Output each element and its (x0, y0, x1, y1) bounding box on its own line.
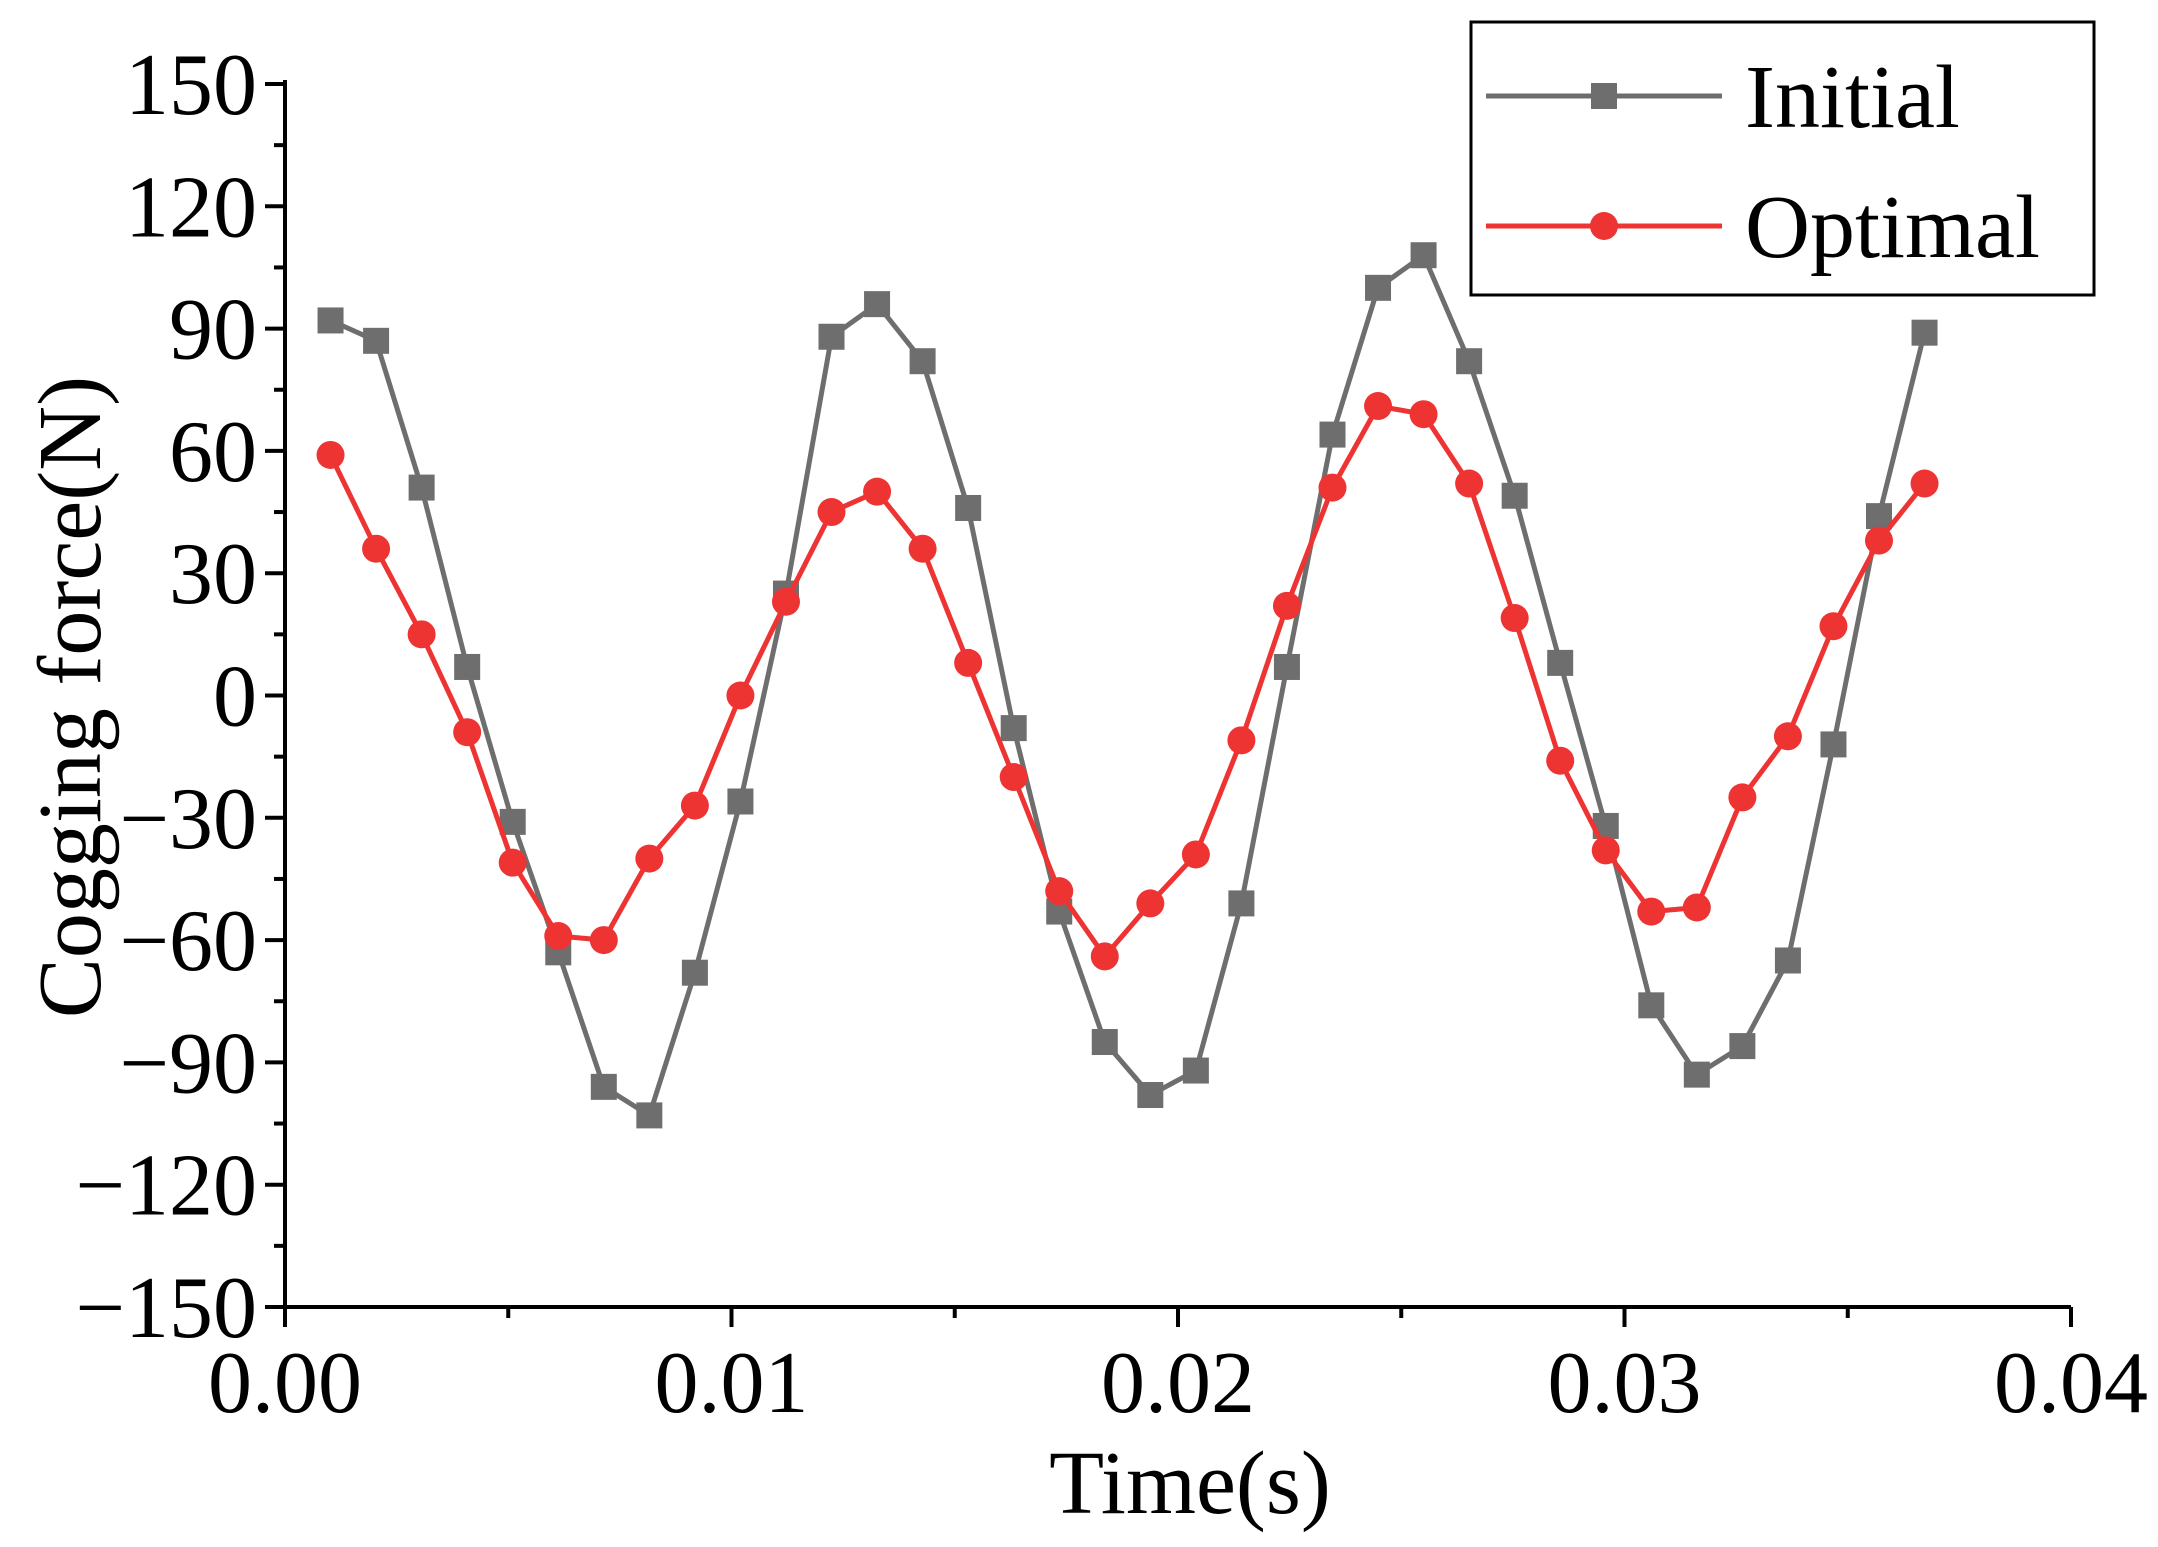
data-point-optimal (1500, 604, 1529, 633)
data-point-initial (454, 653, 481, 680)
series-layer (316, 242, 1939, 1129)
data-point-initial (681, 959, 708, 986)
data-point-optimal (407, 620, 436, 649)
series-optimal (316, 392, 1939, 971)
data-point-initial (1365, 274, 1392, 301)
data-point-optimal (1272, 591, 1301, 620)
x-tick-label: 0.03 (1548, 1335, 1702, 1432)
data-point-initial (909, 348, 936, 375)
y-tick-label: 150 (125, 37, 257, 134)
y-tick-label: 60 (169, 404, 257, 501)
data-point-initial (1911, 319, 1938, 346)
data-point-initial (955, 494, 982, 521)
data-point-optimal (1591, 836, 1620, 865)
x-tick-label: 0.00 (208, 1335, 362, 1432)
data-point-optimal (999, 763, 1028, 792)
data-point-initial (1273, 653, 1300, 680)
legend-box (1469, 20, 2096, 297)
data-point-initial (636, 1102, 663, 1129)
data-point-optimal (771, 587, 800, 616)
data-point-optimal (1364, 392, 1393, 421)
data-point-initial (1182, 1057, 1209, 1084)
y-tick-label: −150 (75, 1260, 257, 1357)
data-point-initial (818, 323, 845, 350)
data-point-optimal (316, 440, 345, 469)
y-tick-label: 0 (213, 649, 257, 746)
legend-marker-optimal (1590, 212, 1618, 240)
data-point-optimal (863, 477, 892, 506)
x-tick-label: 0.04 (1994, 1335, 2148, 1432)
y-tick-label: −30 (119, 771, 257, 868)
legend-label-initial: Initial (1745, 48, 1960, 147)
data-point-optimal (1045, 877, 1074, 906)
data-point-initial (363, 327, 390, 354)
data-point-initial (408, 474, 435, 501)
y-tick-label: 120 (125, 159, 257, 256)
data-point-optimal (544, 922, 573, 951)
data-point-optimal (589, 926, 618, 955)
data-point-optimal (1455, 469, 1484, 498)
data-point-optimal (1637, 897, 1666, 926)
data-point-initial (1547, 649, 1574, 676)
data-point-optimal (1910, 469, 1939, 498)
data-point-initial (1000, 715, 1027, 742)
data-point-initial (1319, 421, 1346, 448)
data-point-initial (1820, 731, 1847, 758)
data-point-optimal (1819, 612, 1848, 641)
y-tick-label: −60 (119, 893, 257, 990)
data-point-optimal (453, 718, 482, 747)
data-point-optimal (498, 848, 527, 877)
y-tick-label: 30 (169, 526, 257, 623)
data-point-optimal (1773, 722, 1802, 751)
data-point-initial (727, 788, 754, 815)
data-point-initial (590, 1073, 617, 1100)
data-point-initial (1137, 1082, 1164, 1109)
data-point-optimal (817, 498, 846, 527)
data-point-initial (1410, 242, 1437, 269)
x-axis-label: Time(s) (1049, 1434, 1331, 1533)
data-point-optimal (908, 534, 937, 563)
data-point-initial (1866, 503, 1893, 530)
data-point-optimal (1728, 783, 1757, 812)
data-point-optimal (1546, 746, 1575, 775)
series-line-initial (329, 252, 1927, 1118)
data-point-optimal (1090, 942, 1119, 971)
data-point-optimal (1227, 726, 1256, 755)
data-point-optimal (1136, 889, 1165, 918)
x-tick-label: 0.02 (1101, 1335, 1255, 1432)
legend-label-optimal: Optimal (1745, 178, 2040, 277)
data-point-initial (1638, 992, 1665, 1019)
series-line-optimal (328, 403, 1927, 959)
data-point-optimal (1181, 840, 1210, 869)
y-tick-label: 90 (169, 282, 257, 379)
data-point-optimal (1682, 893, 1711, 922)
y-tick-label: −90 (119, 1015, 257, 1112)
legend: Initial Optimal (1469, 20, 2096, 297)
data-point-optimal (726, 681, 755, 710)
legend-marker-initial (1591, 83, 1617, 109)
data-point-initial (1501, 482, 1528, 509)
data-point-initial (1729, 1033, 1756, 1060)
y-tick-label: −120 (75, 1138, 257, 1235)
data-point-initial (1456, 348, 1483, 375)
x-tick-label: 0.01 (655, 1335, 809, 1432)
data-point-optimal (954, 648, 983, 677)
data-point-optimal (1865, 526, 1894, 555)
data-point-initial (317, 307, 344, 334)
series-initial (317, 242, 1938, 1129)
y-axis-label: Cogging force(N) (21, 376, 120, 1018)
data-point-initial (1774, 947, 1801, 974)
data-point-optimal (635, 844, 664, 873)
data-point-optimal (1409, 400, 1438, 429)
data-point-optimal (1318, 473, 1347, 502)
data-point-initial (1228, 890, 1255, 917)
data-point-optimal (362, 534, 391, 563)
data-point-initial (1683, 1061, 1710, 1088)
data-point-initial (864, 291, 891, 318)
data-point-optimal (680, 791, 709, 820)
data-point-initial (1091, 1029, 1118, 1056)
